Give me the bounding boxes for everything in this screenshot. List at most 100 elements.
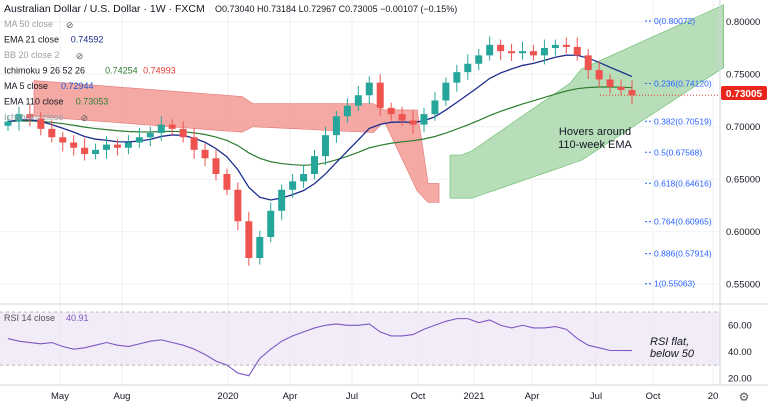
price-tick-0: 0.55000 xyxy=(726,279,760,290)
candle-body-4 xyxy=(48,128,56,138)
legend-row-1[interactable]: EMA 21 close 0.74592 xyxy=(4,35,103,45)
fib-label-4: 0.618(0.64616) xyxy=(654,178,712,188)
candle-body-20 xyxy=(223,174,231,190)
legend-row-4[interactable]: MA 5 close 0.72944 xyxy=(4,81,94,91)
time-tick-7: Apr xyxy=(525,391,540,402)
legend-label-1: EMA 21 close xyxy=(4,35,59,45)
symbol-title: Australian Dollar / U.S. Dollar · 1W · F… xyxy=(4,3,205,15)
legend-label-5: EMA 110 close xyxy=(4,97,63,107)
fib-label-3: 0.5(0.67568) xyxy=(654,147,702,157)
candle-body-41 xyxy=(453,72,461,83)
legend-value-4: 0.72944 xyxy=(61,81,94,91)
time-tick-0: May xyxy=(51,391,69,402)
rsi-legend-value: 40.91 xyxy=(66,313,89,323)
ichimoku-cloud xyxy=(33,4,724,203)
candle-body-25 xyxy=(278,189,286,211)
legend-row-3[interactable]: Ichimoku 9 26 52 26 0.74254 0.74993 xyxy=(4,66,176,76)
candle-body-35 xyxy=(387,107,395,115)
candle-body-23 xyxy=(256,237,264,258)
candle-body-11 xyxy=(124,142,132,148)
candle-body-49 xyxy=(540,48,548,56)
candle-body-36 xyxy=(398,114,406,121)
candle-body-6 xyxy=(70,142,78,148)
rsi-tick-2: 60.00 xyxy=(728,320,752,331)
legend-label-0: MA 50 close xyxy=(4,19,53,29)
legend-row-2[interactable]: BB 20 close 2 ⊘ xyxy=(4,50,83,61)
fib-label-2: 0.382(0.70519) xyxy=(654,116,712,126)
candle-body-13 xyxy=(146,133,154,138)
indicator-legend[interactable]: MA 50 close ⊘ EMA 21 close 0.74592 BB 20 clo… xyxy=(4,19,176,123)
candle-body-39 xyxy=(431,100,439,115)
candle-body-46 xyxy=(508,51,516,54)
fib-label-7: 1(0.55063) xyxy=(654,279,695,289)
rsi-tick-1: 40.00 xyxy=(728,347,752,358)
price-tick-5: 0.80000 xyxy=(726,17,760,28)
candle-body-26 xyxy=(289,181,297,190)
cloud-bullish xyxy=(449,4,724,199)
candle-body-42 xyxy=(464,63,472,73)
candle-body-18 xyxy=(201,149,209,159)
fib-label-0: 0(0.80072) xyxy=(654,16,695,26)
time-tick-8: Jul xyxy=(590,391,602,402)
candle-body-43 xyxy=(475,55,483,64)
time-tick-5: Oct xyxy=(411,391,426,402)
candle-body-40 xyxy=(442,82,450,101)
time-tick-6: 2021 xyxy=(463,391,484,402)
candle-body-56 xyxy=(617,86,625,90)
hidden-eye-icon-6: ⊘ xyxy=(81,113,89,123)
legend-label-2: BB 20 close 2 xyxy=(4,50,60,60)
candle-body-24 xyxy=(267,210,275,237)
legend-label-3: Ichimoku 9 26 52 26 xyxy=(4,66,85,76)
ema-110-line xyxy=(7,86,633,166)
rsi-legend-label: RSI 14 close xyxy=(4,313,55,323)
candle-body-8 xyxy=(92,149,100,155)
candle-body-53 xyxy=(584,55,592,71)
legend-value-1: 0.74592 xyxy=(71,35,104,45)
hidden-eye-icon-2: ⊘ xyxy=(76,51,84,61)
candle-body-21 xyxy=(234,189,242,222)
candle-body-19 xyxy=(212,158,220,174)
time-tick-3: Apr xyxy=(283,391,298,402)
candle-body-32 xyxy=(354,95,362,106)
candle-body-52 xyxy=(573,46,581,56)
candle-body-29 xyxy=(321,135,329,157)
candle-body-16 xyxy=(179,128,187,138)
annotation-main-line2: 110-week EMA xyxy=(558,139,632,151)
candle-body-22 xyxy=(245,221,253,258)
candle-body-33 xyxy=(365,82,373,96)
candle-body-27 xyxy=(300,174,308,182)
fibonacci-levels: 0(0.80072) 0.236(0.74120) 0.382(0.70519) 0.… xyxy=(645,16,712,289)
candle-body-55 xyxy=(606,79,614,87)
ohlc-readout: O0.73040 H0.73184 L0.72967 C0.73005 −0.0… xyxy=(215,4,457,14)
legend-row-0[interactable]: MA 50 close ⊘ xyxy=(4,19,73,30)
candle-body-15 xyxy=(168,124,176,129)
candle-body-30 xyxy=(332,116,340,136)
candle-body-9 xyxy=(103,144,111,150)
price-tick-3: 0.70000 xyxy=(726,122,760,133)
settings-gear-icon[interactable]: ⚙ xyxy=(739,390,750,404)
price-tick-4: 0.75000 xyxy=(726,69,760,80)
candle-body-31 xyxy=(343,105,351,117)
legend-row-6[interactable]: Ichimoku close ⊘ xyxy=(4,112,88,123)
rsi-band xyxy=(0,312,720,366)
legend-value-5: 0.73053 xyxy=(76,97,109,107)
candle-body-50 xyxy=(551,44,559,48)
annotation-rsi-line2: below 50 xyxy=(650,348,695,360)
ema-21-line xyxy=(7,54,633,201)
indicator-lines xyxy=(7,54,720,201)
candle-body-5 xyxy=(59,137,67,143)
candle-body-10 xyxy=(113,144,121,148)
price-tick-2: 0.65000 xyxy=(726,174,760,185)
candle-body-12 xyxy=(135,137,143,143)
candle-body-28 xyxy=(311,156,319,174)
rsi-pane: 20.00 40.00 60.00 xyxy=(0,303,768,384)
candle-body-44 xyxy=(486,44,494,56)
candlesticks xyxy=(4,36,636,266)
last-price-badge xyxy=(721,86,767,100)
candle-body-34 xyxy=(376,82,384,108)
candle-body-37 xyxy=(409,120,417,125)
candle-body-2 xyxy=(26,114,34,119)
legend-row-5[interactable]: EMA 110 close 0.73053 xyxy=(4,97,108,107)
candle-body-14 xyxy=(157,124,165,134)
